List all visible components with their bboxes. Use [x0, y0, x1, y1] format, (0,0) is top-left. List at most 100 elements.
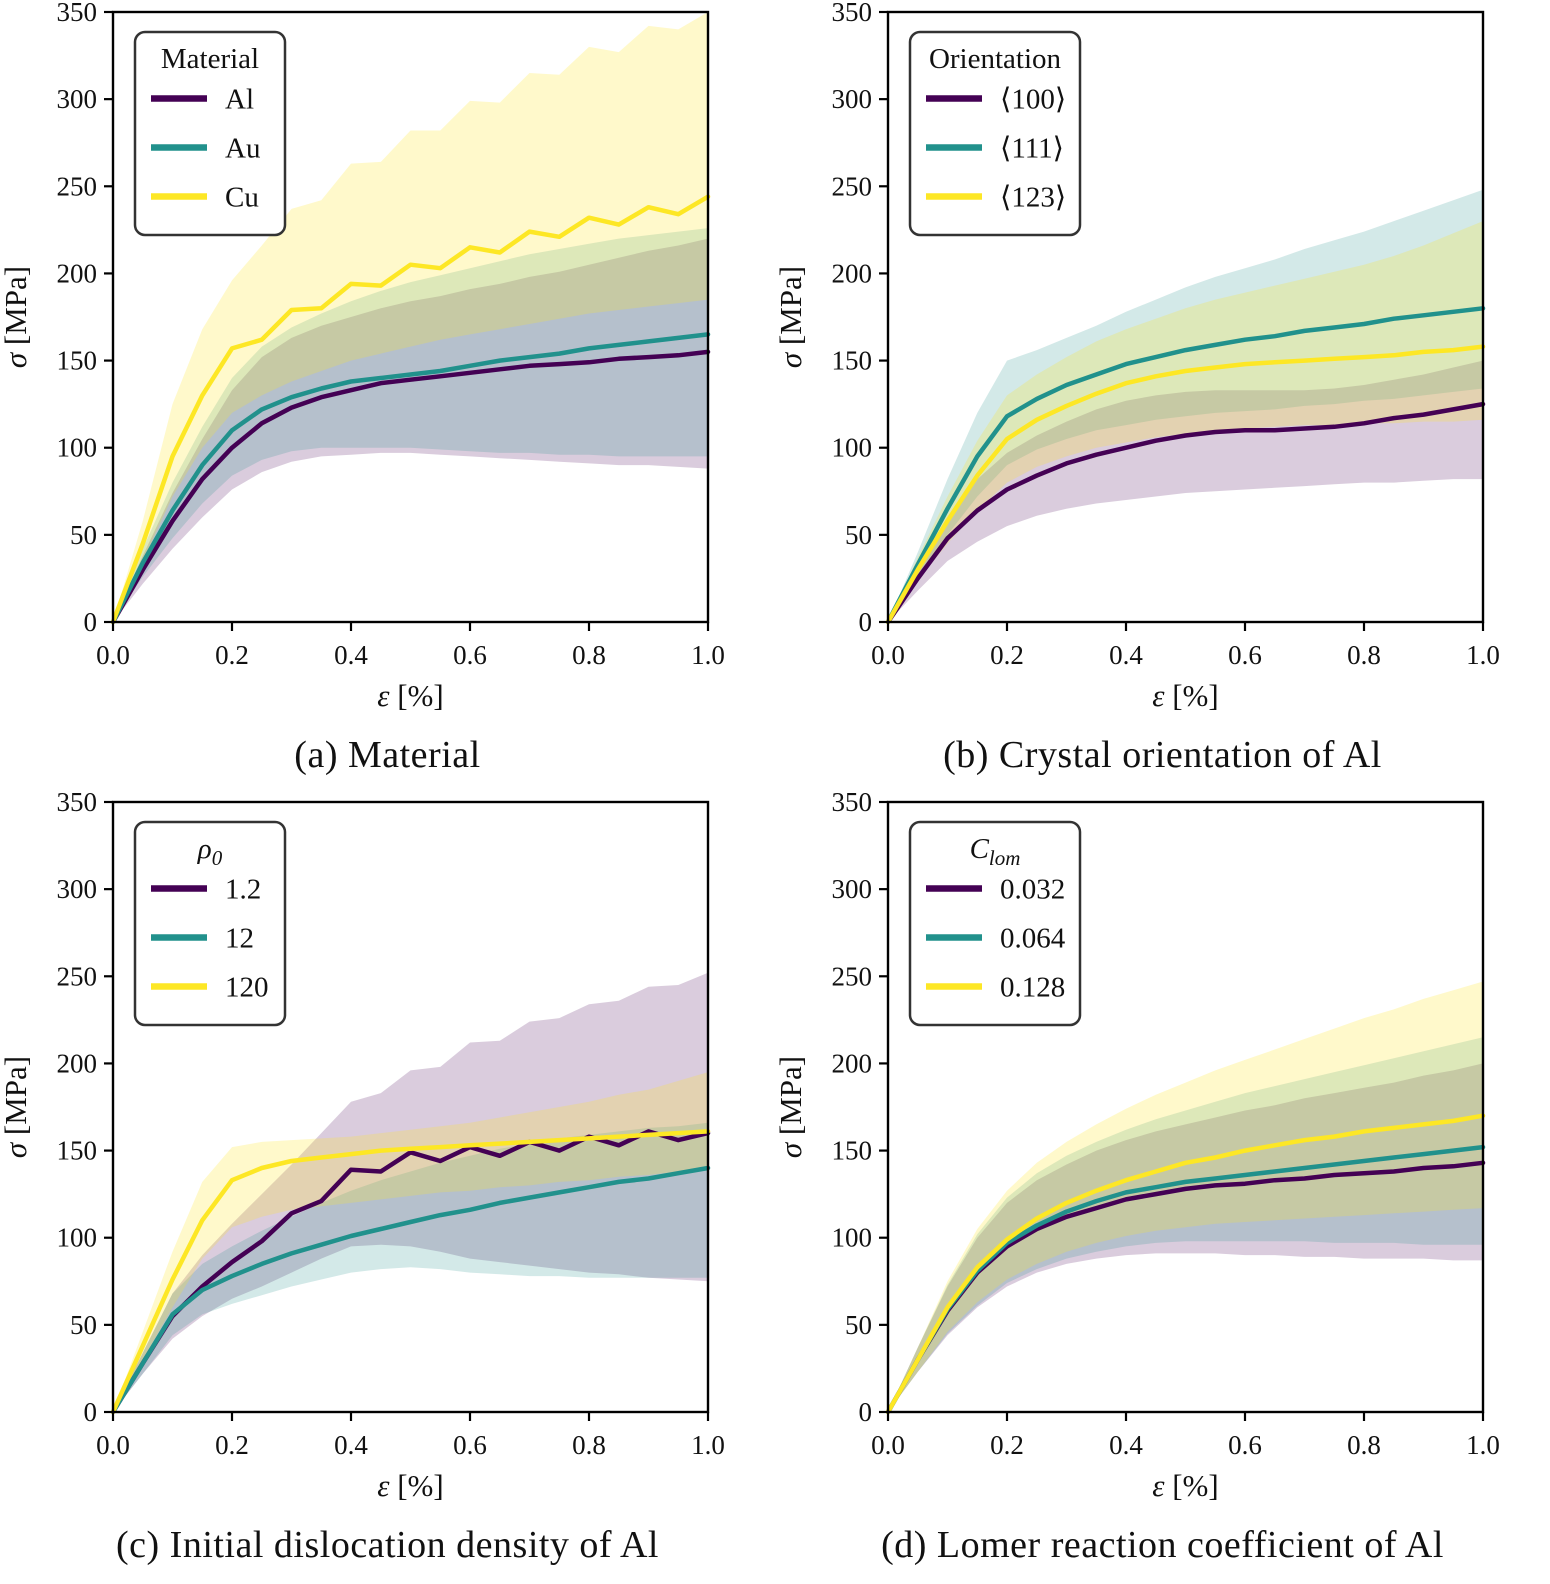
- y-tick-label: 300: [832, 874, 873, 904]
- legend-title: ρ0: [197, 833, 223, 870]
- legend-box: [908, 30, 1082, 237]
- legend-label-120: 120: [225, 972, 269, 1004]
- x-tick-label: 1.0: [1466, 1430, 1500, 1460]
- x-tick-label: 0.0: [871, 1430, 905, 1460]
- x-tick-label: 0.6: [453, 1430, 487, 1460]
- legend-box: [133, 820, 287, 1027]
- series-band-0.032: [888, 1063, 1483, 1412]
- series-band-Au: [113, 228, 708, 622]
- chart-d-canvas: 0.0 0.2 0.4 0.6 0.8 1.0 0 50 100 150 200 250 300 350 ε…: [773, 787, 1550, 1507]
- legend-label-⟨100⟩: ⟨100⟩: [1000, 84, 1066, 116]
- series-line-⟨111⟩: [885, 306, 1486, 625]
- y-tick-label: 350: [57, 0, 98, 27]
- chart-b-canvas: 0.0 0.2 0.4 0.6 0.8 1.0 0 50 100 150 200 250 300 350 ε…: [773, 0, 1550, 717]
- y-tick-label: 50: [845, 520, 872, 550]
- x-tick-label: 0.8: [572, 640, 606, 670]
- chart-b-svg: 0.0 0.2 0.4 0.6 0.8 1.0 0 50 100 150 200 250 300 350 ε…: [773, 0, 1500, 713]
- plot-spines: [886, 800, 1485, 1414]
- caption-d: (d) Lomer reaction coefficient of Al: [881, 1524, 1444, 1566]
- caption-b: (b) Crystal orientation of Al: [943, 734, 1382, 776]
- plot-spines: [886, 10, 1485, 624]
- y-tick-label: 250: [57, 961, 98, 991]
- y-tick-label: 50: [845, 1310, 872, 1340]
- series-band-Al: [113, 238, 708, 622]
- legend-title: Clom: [970, 833, 1021, 870]
- subplot-b-orientation: 0.0 0.2 0.4 0.6 0.8 1.0 0 50 100 150 200 250 300 350 ε…: [773, 0, 1550, 790]
- series-band-120: [113, 1072, 708, 1412]
- x-tick-label: 0.4: [1109, 1430, 1143, 1460]
- x-tick-label: 0.6: [1228, 1430, 1262, 1460]
- y-tick-label: 50: [70, 520, 97, 550]
- plot-spines: [111, 10, 710, 624]
- x-tick-label: 0.6: [1228, 640, 1262, 670]
- y-tick-label: 0: [859, 1397, 873, 1427]
- x-tick-label: 0.2: [990, 1430, 1024, 1460]
- chart-a-canvas: 0.0 0.2 0.4 0.6 0.8 1.0 0 50 100 150 200 250 300 350 ε…: [0, 0, 775, 717]
- y-tick-label: 250: [832, 171, 873, 201]
- legend-label-⟨111⟩: ⟨111⟩: [1000, 133, 1064, 165]
- series-line-⟨100⟩: [885, 401, 1486, 625]
- y-axis-label: σ [MPa]: [0, 266, 33, 368]
- y-tick-label: 300: [57, 874, 98, 904]
- x-tick-label: 0.8: [1347, 1430, 1381, 1460]
- y-tick-label: 0: [859, 607, 873, 637]
- y-tick-label: 100: [57, 433, 98, 463]
- x-tick-label: 0.4: [334, 640, 368, 670]
- x-tick-label: 0.8: [1347, 640, 1381, 670]
- x-tick-label: 0.0: [96, 640, 130, 670]
- chart-d-svg: 0.0 0.2 0.4 0.6 0.8 1.0 0 50 100 150 200 250 300 350 ε…: [773, 787, 1500, 1503]
- x-tick-label: 0.4: [1109, 640, 1143, 670]
- x-tick-label: 0.4: [334, 1430, 368, 1460]
- y-axis-label: σ [MPa]: [775, 1056, 808, 1158]
- y-tick-label: 150: [832, 346, 873, 376]
- y-tick-label: 200: [832, 1048, 873, 1078]
- legend-label-Au: Au: [225, 133, 260, 165]
- x-tick-label: 1.0: [691, 1430, 725, 1460]
- x-tick-label: 0.8: [572, 1430, 606, 1460]
- series-line-120: [110, 1129, 711, 1415]
- x-tick-label: 1.0: [691, 640, 725, 670]
- y-tick-label: 300: [832, 84, 873, 114]
- caption-c: (c) Initial dislocation density of Al: [115, 1524, 659, 1566]
- y-tick-label: 150: [832, 1136, 873, 1166]
- series-line-Al: [110, 349, 711, 625]
- y-tick-label: 200: [832, 258, 873, 288]
- legend-title: Material: [161, 43, 259, 75]
- y-tick-label: 200: [57, 1048, 98, 1078]
- series-band-Cu: [113, 12, 708, 622]
- chart-c-canvas: 0.0 0.2 0.4 0.6 0.8 1.0 0 50 100 150 200 250 300 350 ε…: [0, 787, 775, 1507]
- y-tick-label: 200: [57, 258, 98, 288]
- y-tick-label: 350: [832, 790, 873, 817]
- legend-label-0.128: 0.128: [1000, 972, 1065, 1004]
- legend-title: Orientation: [929, 43, 1062, 75]
- legend-box: [908, 820, 1082, 1027]
- x-axis-label: ε [%]: [377, 1468, 443, 1502]
- y-tick-label: 350: [832, 0, 873, 27]
- series-line-1.2: [110, 1129, 711, 1415]
- x-tick-label: 0.0: [871, 640, 905, 670]
- x-tick-label: 0.6: [453, 640, 487, 670]
- y-tick-label: 250: [832, 961, 873, 991]
- legend-label-Cu: Cu: [225, 182, 259, 214]
- series-band-⟨111⟩: [888, 189, 1483, 623]
- series-line-⟨123⟩: [885, 344, 1486, 625]
- y-tick-label: 350: [57, 790, 98, 817]
- x-tick-label: 0.0: [96, 1430, 130, 1460]
- y-tick-label: 100: [832, 433, 873, 463]
- x-axis-label: ε [%]: [1152, 1468, 1218, 1502]
- series-line-0.128: [885, 1113, 1486, 1415]
- series-band-0.128: [888, 981, 1483, 1412]
- series-line-0.064: [885, 1144, 1486, 1415]
- x-tick-label: 0.2: [215, 1430, 249, 1460]
- y-tick-label: 0: [84, 1397, 98, 1427]
- y-tick-label: 150: [57, 1136, 98, 1166]
- x-axis-label: ε [%]: [1152, 678, 1218, 712]
- subplot-c-dislocation-density: 0.0 0.2 0.4 0.6 0.8 1.0 0 50 100 150 200 250 300 350 ε…: [0, 787, 775, 1584]
- subplot-d-lomer-coefficient: 0.0 0.2 0.4 0.6 0.8 1.0 0 50 100 150 200 250 300 350 ε…: [773, 787, 1550, 1584]
- y-tick-label: 150: [57, 346, 98, 376]
- chart-a-svg: 0.0 0.2 0.4 0.6 0.8 1.0 0 50 100 150 200 250 300 350 ε…: [0, 0, 725, 713]
- chart-c-svg: 0.0 0.2 0.4 0.6 0.8 1.0 0 50 100 150 200 250 300 350 ε…: [0, 787, 725, 1503]
- series-band-⟨123⟩: [888, 221, 1483, 622]
- legend-label-0.032: 0.032: [1000, 874, 1065, 906]
